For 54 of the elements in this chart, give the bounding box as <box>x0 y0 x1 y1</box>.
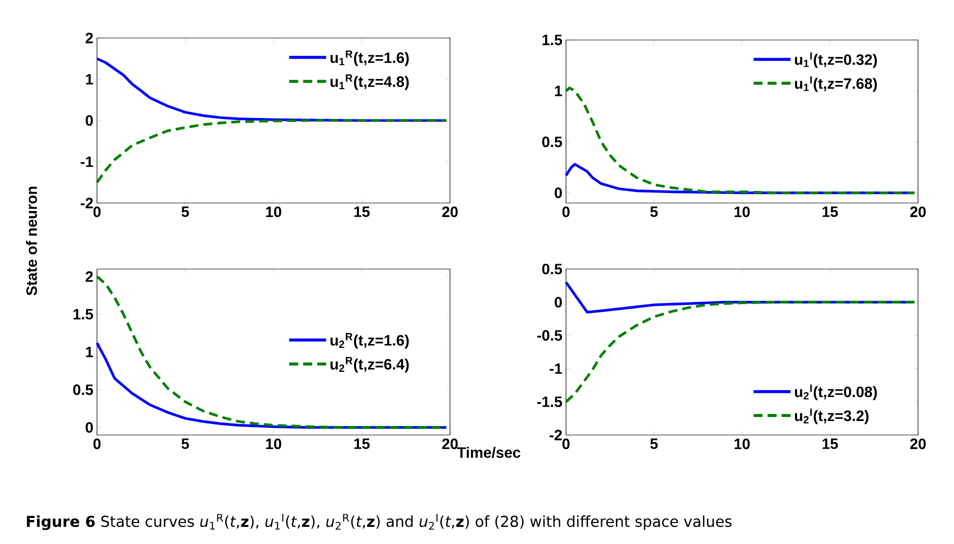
y-tick-label: 1 <box>86 346 94 358</box>
legend-label: u$_{1}$$^{R}$(t,z=1.6) <box>330 50 409 66</box>
x-tick-label: 10 <box>734 206 750 218</box>
x-tick-label: 10 <box>266 206 282 218</box>
y-tick-label: 1.5 <box>74 309 94 320</box>
x-tick-label: 0 <box>562 438 570 450</box>
y-tick-label: 2 <box>86 32 93 44</box>
text: Figure 6 State curves u$_{1}$$^{R}$(t,z), u$_{1}$$^{I}$(t,z), u$_{2}$$^{R}$(t,z) and u$_{2}$$^{I}$(t,z) of (28) with different space values <box>26 514 732 530</box>
y-tick-label: -1 <box>550 363 562 374</box>
y-tick-label: -1.5 <box>537 396 562 408</box>
x-tick-label: 15 <box>354 206 370 217</box>
x-tick-label: 20 <box>442 438 458 450</box>
x-tick-label: 0 <box>93 206 101 218</box>
y-tick-label: -2 <box>550 430 562 440</box>
y-tick-label: 0 <box>86 422 93 433</box>
x-tick-label: 5 <box>650 206 658 217</box>
x-tick-label: 0 <box>93 438 101 450</box>
line-series <box>564 300 916 404</box>
x-axis-title: Time/sec <box>457 446 520 458</box>
y-tick-label: -1 <box>80 156 94 167</box>
y-tick-label: 0.5 <box>542 136 562 148</box>
legend-label: u$_{1}$$^{R}$(t,z=4.8) <box>330 74 409 90</box>
y-tick-label: -2 <box>80 198 93 208</box>
x-tick-label: 10 <box>266 438 282 450</box>
y-axis-title: State of neuron <box>26 186 37 296</box>
x-tick-label: 20 <box>910 206 926 218</box>
legend-label: u$_{1}$$^{I}$(t,z=0.32) <box>795 52 877 68</box>
x-tick-label: 5 <box>182 206 189 217</box>
y-tick-label: 0 <box>554 296 562 308</box>
line-series <box>96 119 448 184</box>
legend-label: u$_{2}$$^{I}$(t,z=3.2) <box>795 408 869 424</box>
x-tick-label: 5 <box>650 438 658 449</box>
y-tick-label: 2 <box>86 271 93 282</box>
legend-label: u$_{2}$$^{R}$(t,z=1.6) <box>330 333 409 349</box>
x-tick-label: 5 <box>182 438 189 449</box>
y-tick-label: 1 <box>555 86 562 96</box>
y-tick-label: 0.5 <box>73 384 94 396</box>
y-tick-label: 0.5 <box>542 264 562 274</box>
legend-label: u$_{1}$$^{I}$(t,z=7.68) <box>795 76 877 92</box>
y-tick-label: 0 <box>86 115 93 126</box>
y-tick-label: 1.5 <box>542 34 562 46</box>
x-tick-label: 10 <box>734 438 750 450</box>
x-tick-label: 15 <box>822 438 838 449</box>
x-tick-label: 15 <box>822 206 838 217</box>
x-tick-label: 15 <box>354 438 370 449</box>
x-tick-label: 20 <box>442 206 458 218</box>
line-series <box>96 275 448 429</box>
y-tick-label: 0 <box>554 187 562 198</box>
legend-label: u$_{2}$$^{R}$(t,z=6.4) <box>330 357 409 373</box>
x-tick-label: 20 <box>910 438 926 450</box>
legend-label: u$_{2}$$^{I}$(t,z=0.08) <box>795 384 877 400</box>
y-tick-label: 1 <box>86 74 94 84</box>
y-tick-label: -0.5 <box>537 330 562 341</box>
x-tick-label: 0 <box>562 206 570 218</box>
